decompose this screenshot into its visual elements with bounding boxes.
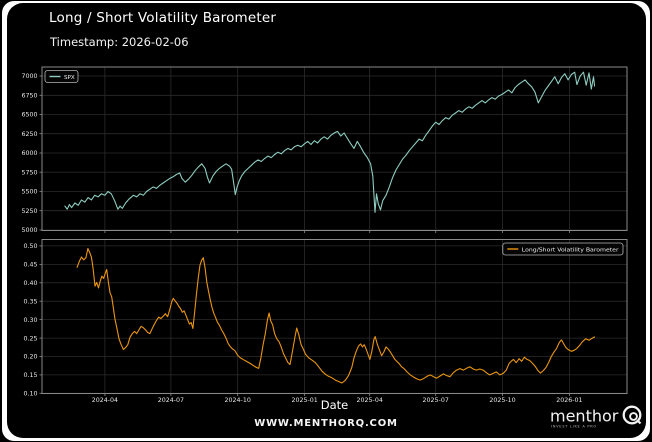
y-tick-label: 0.35 (23, 298, 37, 305)
logo-q-icon (622, 405, 642, 425)
spx-legend: SPX (44, 70, 79, 83)
plot-border (41, 239, 628, 394)
spx-chart: 5000 5250 5500 5750 6000 6250 6500 6750 7000 SPX (21, 66, 628, 234)
y-tick-label: 5250 (21, 208, 37, 215)
y-tick-label: 0.20 (23, 354, 37, 361)
y-tick-label: 6000 (21, 150, 37, 157)
barometer-chart: 2024-04 2024-07 2024-10 2025-01 2025-04 2025-… (23, 239, 628, 404)
menthorq-logo: menthor INVEST LIKE A PRO (550, 405, 642, 429)
y-tick-label: 7000 (21, 73, 37, 80)
y-tick-label: 6250 (21, 131, 37, 138)
x-axis-label: Date (320, 398, 349, 412)
y-tick-label: 6500 (21, 112, 37, 119)
y-tick-label: 0.40 (23, 280, 37, 287)
y-tick-label: 5500 (21, 189, 37, 196)
logo-text: menthor (550, 407, 619, 426)
y-tick-label: 0.45 (23, 262, 37, 269)
logo-tagline: INVEST LIKE A PRO (551, 425, 597, 429)
y-tick-label: 5000 (21, 227, 37, 234)
x-tick-label: 2024-10 (225, 397, 251, 404)
y-tick-label: 5750 (21, 169, 37, 176)
barometer-line (76, 247, 596, 384)
x-tick-label: 2024-04 (92, 397, 118, 404)
x-tick-label: 2024-07 (158, 397, 184, 404)
x-tick-label: 2025-04 (357, 397, 383, 404)
x-tick-label: 2025-10 (489, 397, 515, 404)
y-tick-label: 0.10 (23, 391, 37, 398)
timestamp-label: Timestamp: 2026-02-06 (50, 35, 189, 49)
y-tick-label: 0.25 (23, 335, 37, 342)
y-tick-label: 0.15 (23, 372, 37, 379)
x-tick-label: 2025-01 (291, 397, 317, 404)
spx-line (64, 71, 596, 213)
y-tick-label: 0.30 (23, 317, 37, 324)
x-tick-label: 2025-07 (423, 397, 449, 404)
y-tick-label: 0.50 (23, 243, 37, 250)
x-tick-label: 2026-01 (556, 397, 582, 404)
footer-url: WWW.MENTHORQ.COM (254, 418, 398, 429)
plot-border (41, 66, 628, 231)
legend-label: Long/Short Volatility Barometer (522, 247, 619, 253)
y-tick-label: 6750 (21, 93, 37, 100)
page-title: Long / Short Volatility Barometer (49, 10, 277, 26)
barometer-legend: Long/Short Volatility Barometer (502, 242, 624, 256)
legend-label: SPX (64, 75, 75, 81)
